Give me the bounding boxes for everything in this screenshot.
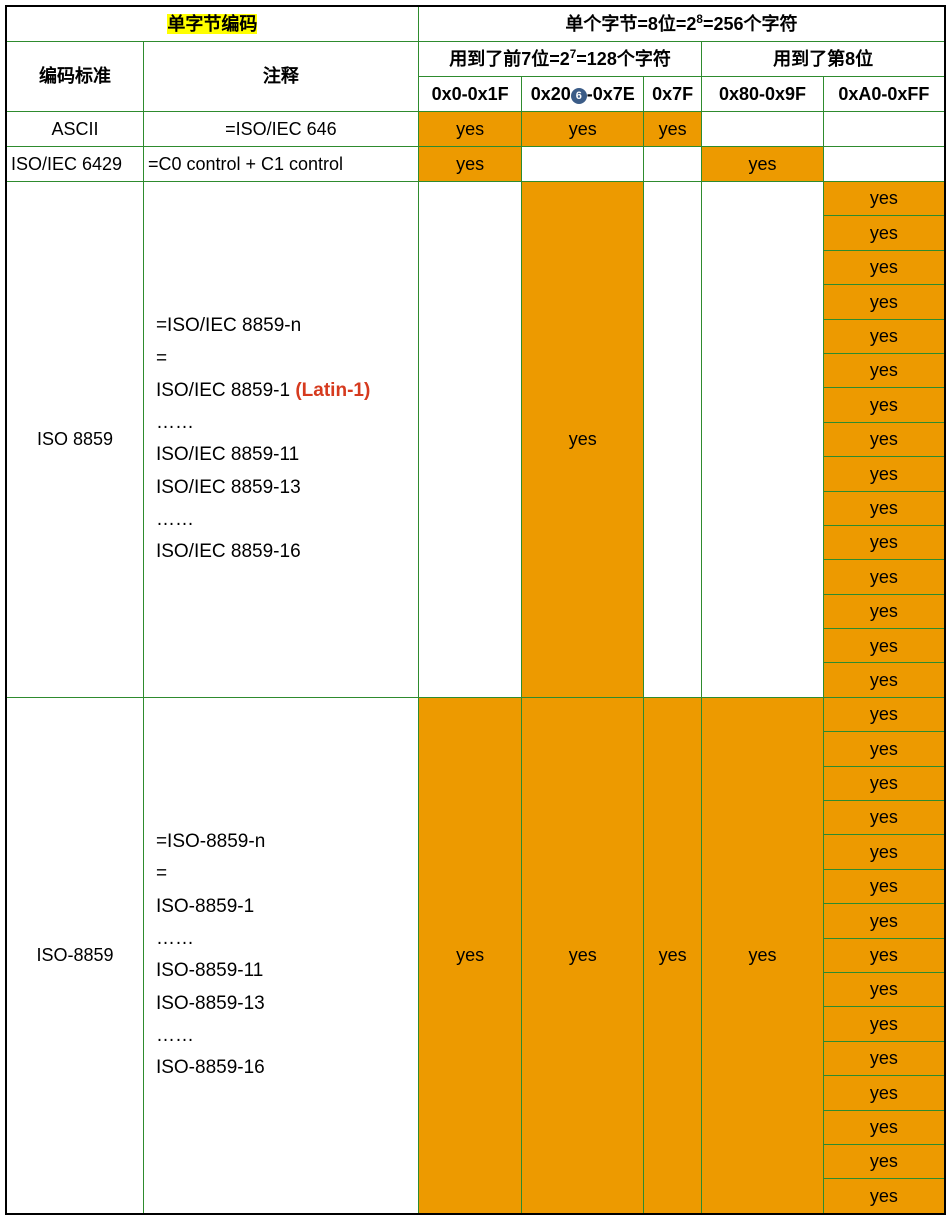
ascii-note: =ISO/IEC 646 <box>143 112 418 147</box>
row-ascii: ASCII =ISO/IEC 646 yes yes yes <box>6 112 945 147</box>
ascii-c4 <box>702 112 824 147</box>
iso-8859-r-14: yes <box>823 1179 945 1214</box>
iso-8859-r-6: yes <box>823 904 945 938</box>
header-note: 注释 <box>143 42 418 112</box>
iso8859-r-13: yes <box>823 629 945 663</box>
iso8859-c4 <box>702 182 824 698</box>
iec6429-c2 <box>522 147 644 182</box>
iso-8859-r-8: yes <box>823 972 945 1006</box>
range-3: 0x7F <box>644 77 702 112</box>
circle-icon: 6 <box>571 88 587 104</box>
iso-8859-r-2: yes <box>823 766 945 800</box>
row-iso8859: ISO 8859 =ISO/IEC 8859-n = ISO/IEC 8859-… <box>6 182 945 216</box>
iso-8859-r-0: yes <box>823 697 945 731</box>
iso-8859-c1: yes <box>418 697 522 1213</box>
iso8859-r-9: yes <box>823 491 945 525</box>
iso8859-r-3: yes <box>823 285 945 319</box>
range-1: 0x0-0x1F <box>418 77 522 112</box>
iso8859-r-6: yes <box>823 388 945 422</box>
iso-8859-r-10: yes <box>823 1041 945 1075</box>
iso8859-r-10: yes <box>823 525 945 559</box>
row-iso-8859: ISO-8859 =ISO-8859-n = ISO-8859-1 …… ISO… <box>6 697 945 731</box>
latin1-label: (Latin-1) <box>295 380 370 401</box>
range-4: 0x80-0x9F <box>702 77 824 112</box>
header-single-byte: 单字节编码 <box>6 6 418 42</box>
iso8859-c3 <box>644 182 702 698</box>
iso-8859-r-3: yes <box>823 801 945 835</box>
iso-8859-r-9: yes <box>823 1007 945 1041</box>
iso8859-r-1: yes <box>823 216 945 250</box>
iso-8859-r-5: yes <box>823 869 945 903</box>
range-5: 0xA0-0xFF <box>823 77 945 112</box>
header-used8: 用到了第8位 <box>702 42 945 77</box>
header-byte-desc: 单个字节=8位=28=256个字符 <box>418 6 945 42</box>
encoding-table: 单字节编码 单个字节=8位=28=256个字符 编码标准 注释 用到了前7位=2… <box>5 5 946 1215</box>
ascii-c1: yes <box>418 112 522 147</box>
iso8859-r-8: yes <box>823 457 945 491</box>
iso8859-r-2: yes <box>823 250 945 284</box>
ascii-c5 <box>823 112 945 147</box>
single-byte-label: 单字节编码 <box>167 14 257 34</box>
iso-8859-r-13: yes <box>823 1144 945 1178</box>
iec6429-c4: yes <box>702 147 824 182</box>
iso-8859-r-7: yes <box>823 938 945 972</box>
iso8859-r-11: yes <box>823 560 945 594</box>
iso-8859-r-4: yes <box>823 835 945 869</box>
range-2: 0x206-0x7E <box>522 77 644 112</box>
iso8859-c1 <box>418 182 522 698</box>
iso-8859-note: =ISO-8859-n = ISO-8859-1 …… ISO-8859-11 … <box>143 697 418 1213</box>
iso8859-r-12: yes <box>823 594 945 628</box>
iec6429-c3 <box>644 147 702 182</box>
ascii-name: ASCII <box>6 112 143 147</box>
iso8859-r-5: yes <box>823 353 945 387</box>
iso8859-name: ISO 8859 <box>6 182 143 698</box>
ascii-c2: yes <box>522 112 644 147</box>
iso8859-note: =ISO/IEC 8859-n = ISO/IEC 8859-1 (Latin-… <box>143 182 418 698</box>
header-used7: 用到了前7位=27=128个字符 <box>418 42 701 77</box>
iso-8859-r-1: yes <box>823 732 945 766</box>
iso-8859-name: ISO-8859 <box>6 697 143 1213</box>
iso8859-r-4: yes <box>823 319 945 353</box>
row-iec6429: ISO/IEC 6429 =C0 control + C1 control ye… <box>6 147 945 182</box>
iso8859-c2: yes <box>522 182 644 698</box>
iso-8859-c3: yes <box>644 697 702 1213</box>
iso-8859-c4: yes <box>702 697 824 1213</box>
header-std: 编码标准 <box>6 42 143 112</box>
iec6429-note: =C0 control + C1 control <box>143 147 418 182</box>
iso-8859-c2: yes <box>522 697 644 1213</box>
iec6429-name: ISO/IEC 6429 <box>6 147 143 182</box>
iec6429-c1: yes <box>418 147 522 182</box>
iso-8859-r-12: yes <box>823 1110 945 1144</box>
iso-8859-r-11: yes <box>823 1076 945 1110</box>
iec6429-c5 <box>823 147 945 182</box>
iso8859-r-14: yes <box>823 663 945 697</box>
iso8859-r-7: yes <box>823 422 945 456</box>
iso8859-r-0: yes <box>823 182 945 216</box>
ascii-c3: yes <box>644 112 702 147</box>
